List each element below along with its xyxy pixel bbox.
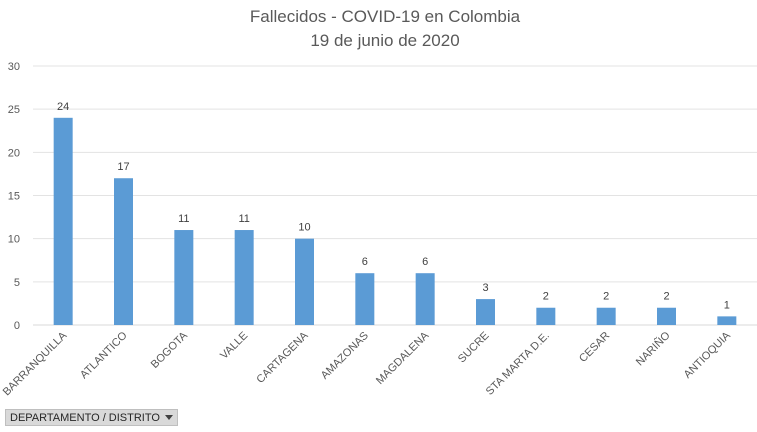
data-label: 11 — [238, 213, 249, 225]
data-labels: 24 17 11 11 10 6 6 3 2 2 2 1 — [57, 101, 730, 312]
bar — [234, 230, 254, 325]
data-label: 6 — [362, 256, 368, 268]
data-label: 6 — [422, 256, 428, 268]
x-tick-label: BARRANQUILLA — [1, 329, 70, 398]
data-label: 17 — [117, 161, 129, 173]
y-tick-label: 25 — [8, 104, 20, 116]
data-label: 24 — [57, 101, 69, 113]
data-label: 3 — [482, 282, 488, 294]
x-tick-label: AMAZONAS — [319, 330, 371, 382]
bar — [53, 117, 73, 325]
bar — [295, 238, 314, 325]
bar — [657, 307, 676, 325]
y-tick-label: 5 — [14, 277, 20, 289]
y-tick-label: 10 — [8, 234, 20, 246]
x-tick-label: STA MARTA D.E. — [484, 330, 552, 398]
x-axis: BARRANQUILLA ATLANTICO BOGOTA VALLE CARTAGEN… — [1, 329, 734, 399]
x-tick-label: NARIÑO — [633, 329, 673, 369]
data-label: 10 — [298, 222, 310, 234]
bar — [476, 299, 495, 325]
data-label: 1 — [724, 299, 730, 311]
x-tick-label: CESAR — [577, 330, 612, 365]
data-label: 2 — [543, 291, 549, 303]
y-tick-label: 0 — [14, 320, 20, 332]
bar — [355, 273, 375, 325]
y-tick-label: 20 — [8, 147, 20, 159]
bars — [53, 117, 737, 325]
y-axis: 0 5 10 15 20 25 30 — [8, 61, 20, 332]
bar — [596, 307, 616, 325]
x-tick-label: VALLE — [218, 330, 250, 362]
bar — [174, 230, 194, 325]
field-filter-label: DEPARTAMENTO / DISTRITO — [10, 411, 160, 424]
bar — [415, 273, 435, 325]
data-label: 2 — [603, 291, 609, 303]
dropdown-arrow-icon — [164, 415, 173, 420]
bar — [536, 307, 556, 325]
x-tick-label: ATLANTICO — [78, 329, 130, 381]
bar — [717, 316, 737, 325]
gridlines — [33, 65, 757, 326]
y-tick-label: 30 — [8, 61, 20, 73]
field-filter-button[interactable]: DEPARTAMENTO / DISTRITO — [5, 409, 178, 426]
x-tick-label: SUCRE — [456, 330, 492, 366]
data-label: 2 — [663, 291, 669, 303]
bar — [114, 178, 133, 325]
x-tick-label: MAGDALENA — [374, 329, 432, 387]
x-tick-label: CARTAGENA — [254, 329, 311, 386]
chart-title: Fallecidos - COVID-19 en Colombia — [250, 7, 521, 26]
x-tick-label: BOGOTA — [149, 329, 191, 371]
chart-subtitle: 19 de junio de 2020 — [310, 31, 459, 50]
x-tick-label: ANTIOQUIA — [682, 329, 734, 381]
y-tick-label: 15 — [8, 191, 20, 203]
data-label: 11 — [178, 213, 189, 225]
